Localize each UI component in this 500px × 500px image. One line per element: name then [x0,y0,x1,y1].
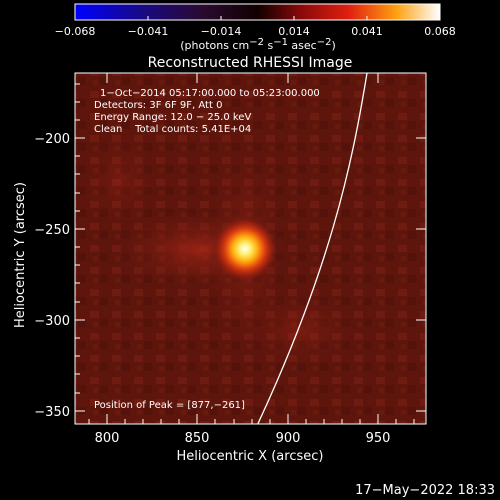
colorbar-tick-label: 0.014 [278,25,310,38]
colorbar-unit-label: (photons cm−2 s−1 asec−2) [180,37,336,52]
x-tick-label: 900 [276,431,301,446]
colorbar-tick-label: −0.068 [55,25,96,38]
flare-source [213,217,277,281]
colorbar-gradient [74,3,441,21]
x-axis [88,73,415,424]
solar-limb-curve [257,73,368,424]
x-tick-label: 850 [185,431,210,446]
annotation-detectors: Detectors: 3F 6F 9F, Att 0 [94,100,222,111]
plot-frame [74,72,427,425]
annotation-time-range: 1−Oct−2014 05:17:00.000 to 05:23:00.000 [100,88,320,99]
image-field [75,73,426,424]
y-tick-label: −200 [34,132,70,147]
colorbar-tick-label: 0.041 [351,25,383,38]
x-axis-label: Heliocentric X (arcsec) [177,449,324,464]
x-tick-label: 800 [95,431,120,446]
x-tick-label: 950 [366,431,391,446]
y-axis [75,83,426,412]
annotation-counts: Clean Total counts: 5.41E+04 [94,124,251,135]
annotation-energy-range: Energy Range: 12.0 − 25.0 keV [94,112,251,123]
y-tick-label: −250 [34,223,70,238]
y-tick-label: −350 [34,405,70,420]
y-tick-label: −300 [34,314,70,329]
timestamp: 17−May−2022 18:33 [355,483,495,498]
annotation-peak-position: Position of Peak = [877,−261] [94,400,245,411]
colorbar-tick-label: 0.068 [424,25,456,38]
colorbar-tick-label: −0.014 [201,25,242,38]
colorbar: −0.068 −0.041 −0.014 0.014 0.041 0.068 (… [55,3,456,52]
colorbar-tick-label: −0.041 [128,25,169,38]
colorbar-tick-marks [74,16,441,20]
plot-title: Reconstructed RHESSI Image [148,55,353,71]
y-axis-label: Heliocentric Y (arcsec) [13,182,28,328]
